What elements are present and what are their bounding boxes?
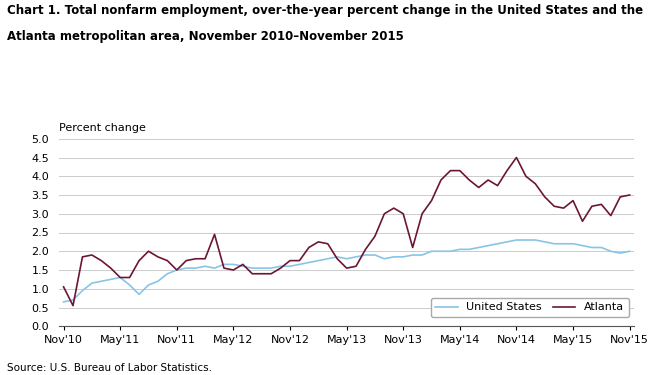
Line: Atlanta: Atlanta [63,158,630,306]
Atlanta [409,245,417,250]
Text: Atlanta metropolitan area, November 2010–November 2015: Atlanta metropolitan area, November 2010… [7,30,404,43]
Atlanta [69,303,77,308]
Atlanta [569,198,577,203]
Atlanta [267,272,275,276]
United States [626,249,634,254]
Atlanta [371,234,379,238]
United States [60,300,67,304]
United States [362,253,370,257]
United States [173,268,181,272]
United States [400,255,407,259]
Atlanta [182,258,190,263]
Atlanta [60,285,67,289]
Atlanta [626,193,634,197]
Line: United States: United States [63,240,630,302]
United States [258,266,266,270]
United States [513,238,521,242]
Legend: United States, Atlanta: United States, Atlanta [431,298,629,317]
United States [192,266,199,270]
Atlanta [513,155,521,160]
United States [560,242,568,246]
Text: Chart 1. Total nonfarm employment, over-the-year percent change in the United St: Chart 1. Total nonfarm employment, over-… [7,4,643,17]
Atlanta [201,256,209,261]
Text: Percent change: Percent change [59,123,146,133]
Text: Source: U.S. Bureau of Labor Statistics.: Source: U.S. Bureau of Labor Statistics. [7,363,211,373]
